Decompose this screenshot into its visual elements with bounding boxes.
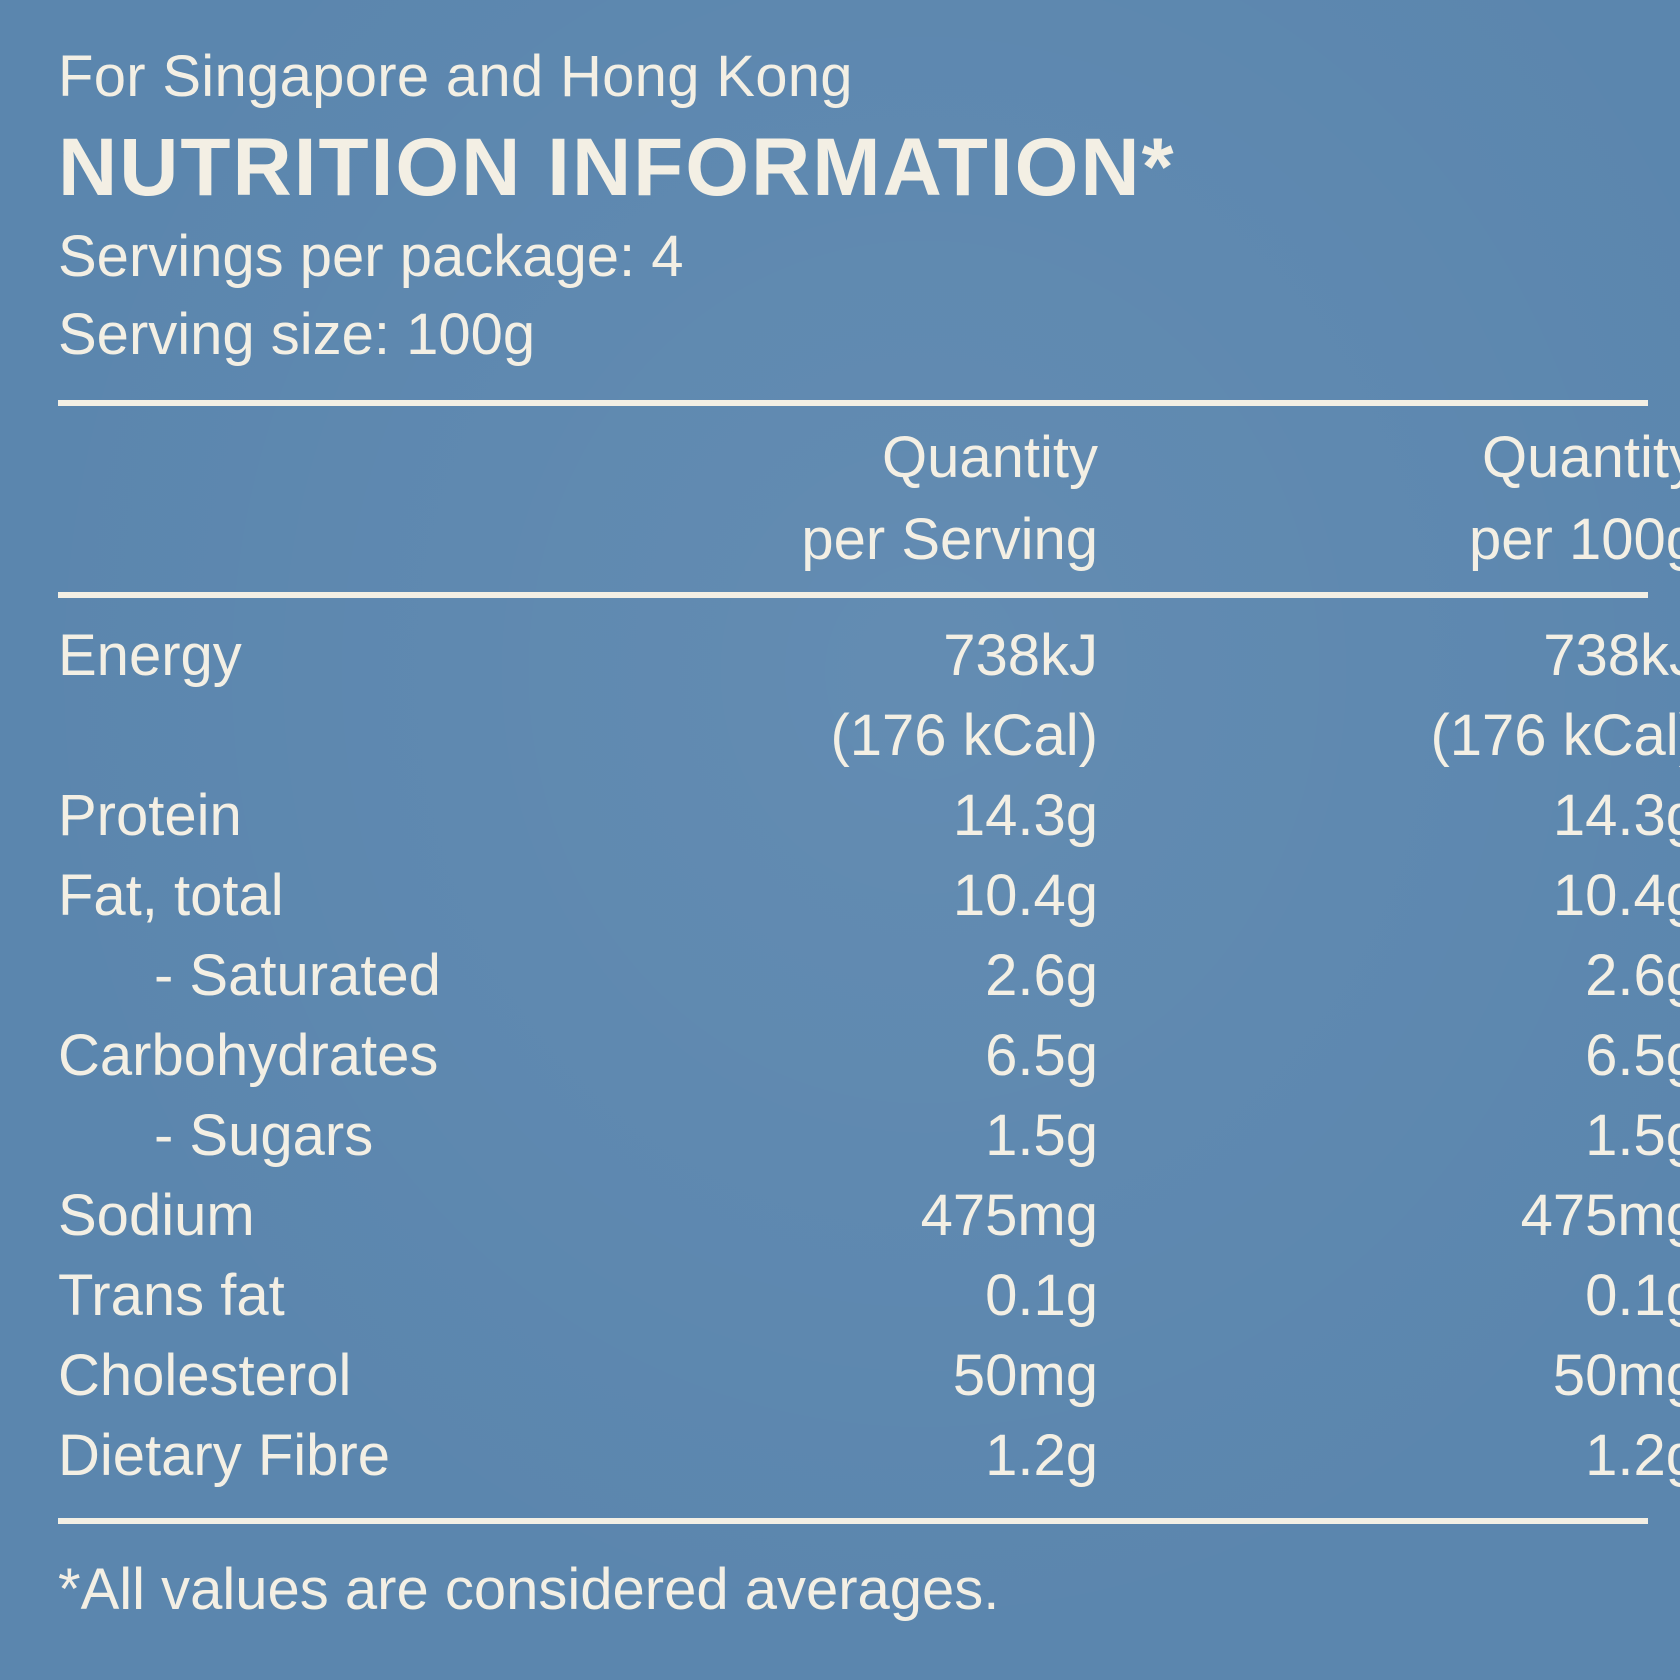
table-row: Sodium 475mg 475mg xyxy=(58,1176,1680,1256)
value-line: 0.1g xyxy=(1585,1263,1680,1328)
value-per-serving: 10.4g xyxy=(618,856,1098,936)
table-row: Energy 738kJ (176 kCal) 738kJ (176 kCal) xyxy=(58,616,1680,776)
value-line: 738kJ xyxy=(943,623,1098,688)
nutrient-name: - Saturated xyxy=(154,943,441,1008)
value-line: 1.5g xyxy=(1585,1103,1680,1168)
value-per-100g: 14.3g xyxy=(1098,776,1680,856)
value-line: 6.5g xyxy=(985,1023,1098,1088)
serving-size: Serving size: 100g xyxy=(58,302,536,367)
value-line: 14.3g xyxy=(952,783,1098,848)
value-line: 10.4g xyxy=(1552,863,1680,928)
value-per-100g: 2.6g xyxy=(1098,936,1680,1016)
divider-bottom xyxy=(58,1518,1648,1524)
value-line: 50mg xyxy=(1552,1343,1680,1408)
value-line: 14.3g xyxy=(1552,783,1680,848)
header-per-100g: Quantity per 100g xyxy=(1098,417,1680,581)
value-line: 475mg xyxy=(920,1183,1098,1248)
value-per-serving: 14.3g xyxy=(618,776,1098,856)
header-per-serving-line-2: per Serving xyxy=(801,507,1098,572)
value-per-100g: 6.5g xyxy=(1098,1016,1680,1096)
table-row: Dietary Fibre 1.2g 1.2g xyxy=(58,1416,1680,1496)
header-per-100g-line-2: per 100g xyxy=(1469,507,1680,572)
value-per-100g: 50mg xyxy=(1098,1336,1680,1416)
value-line: 10.4g xyxy=(952,863,1098,928)
value-line: 475mg xyxy=(1520,1183,1680,1248)
value-line: 2.6g xyxy=(985,943,1098,1008)
value-line: 50mg xyxy=(952,1343,1098,1408)
table-row: Protein 14.3g 14.3g xyxy=(58,776,1680,856)
value-per-serving: 475mg xyxy=(618,1176,1098,1256)
nutrient-name: Fat, total xyxy=(58,863,284,928)
table-header: Quantity per Serving Quantity per 100g xyxy=(58,406,1680,592)
value-line: (176 kCal) xyxy=(830,703,1098,768)
divider-top xyxy=(58,400,1648,406)
nutrient-name: Energy xyxy=(58,623,242,688)
nutrient-name: - Sugars xyxy=(154,1103,374,1168)
value-line: 1.2g xyxy=(1585,1423,1680,1488)
table-row: Fat, total 10.4g 10.4g xyxy=(58,856,1680,936)
value-line: 1.2g xyxy=(985,1423,1098,1488)
nutrient-name: Trans fat xyxy=(58,1263,285,1328)
table-row: Carbohydrates 6.5g 6.5g xyxy=(58,1016,1680,1096)
value-per-100g: 1.5g xyxy=(1098,1096,1680,1176)
value-per-serving: 50mg xyxy=(618,1336,1098,1416)
value-per-serving: 0.1g xyxy=(618,1256,1098,1336)
table-row: Cholesterol 50mg 50mg xyxy=(58,1336,1680,1416)
label-title: NUTRITION INFORMATION* xyxy=(58,122,1176,213)
value-per-serving: 738kJ (176 kCal) xyxy=(618,616,1098,776)
value-line: (176 kCal) xyxy=(1430,703,1680,768)
nutrient-name: Carbohydrates xyxy=(58,1023,439,1088)
servings-per-package: Servings per package: 4 xyxy=(58,224,684,289)
value-per-100g: 0.1g xyxy=(1098,1256,1680,1336)
value-per-100g: 1.2g xyxy=(1098,1416,1680,1496)
value-per-100g: 738kJ (176 kCal) xyxy=(1098,616,1680,776)
value-per-100g: 475mg xyxy=(1098,1176,1680,1256)
value-per-serving: 6.5g xyxy=(618,1016,1098,1096)
nutrient-name: Sodium xyxy=(58,1183,255,1248)
value-line: 0.1g xyxy=(985,1263,1098,1328)
table-row: - Sugars 1.5g 1.5g xyxy=(58,1096,1680,1176)
header-per-serving: Quantity per Serving xyxy=(618,417,1098,581)
nutrient-rows: Energy 738kJ (176 kCal) 738kJ (176 kCal) Prot… xyxy=(58,616,1680,1518)
nutrient-name: Dietary Fibre xyxy=(58,1423,390,1488)
value-line: 6.5g xyxy=(1585,1023,1680,1088)
value-per-serving: 1.5g xyxy=(618,1096,1098,1176)
nutrient-name: Cholesterol xyxy=(58,1343,352,1408)
footnote: *All values are considered averages. xyxy=(58,1557,1000,1622)
nutrient-name: Protein xyxy=(58,783,242,848)
value-per-serving: 2.6g xyxy=(618,936,1098,1016)
header-per-100g-line-1: Quantity xyxy=(1482,425,1680,490)
divider-header xyxy=(58,592,1648,598)
table-row: - Saturated 2.6g 2.6g xyxy=(58,936,1680,1016)
value-per-100g: 10.4g xyxy=(1098,856,1680,936)
header-per-serving-line-1: Quantity xyxy=(882,425,1098,490)
value-per-serving: 1.2g xyxy=(618,1416,1098,1496)
value-line: 2.6g xyxy=(1585,943,1680,1008)
region-note: For Singapore and Hong Kong xyxy=(58,44,853,109)
table-row: Trans fat 0.1g 0.1g xyxy=(58,1256,1680,1336)
value-line: 738kJ xyxy=(1543,623,1680,688)
value-line: 1.5g xyxy=(985,1103,1098,1168)
